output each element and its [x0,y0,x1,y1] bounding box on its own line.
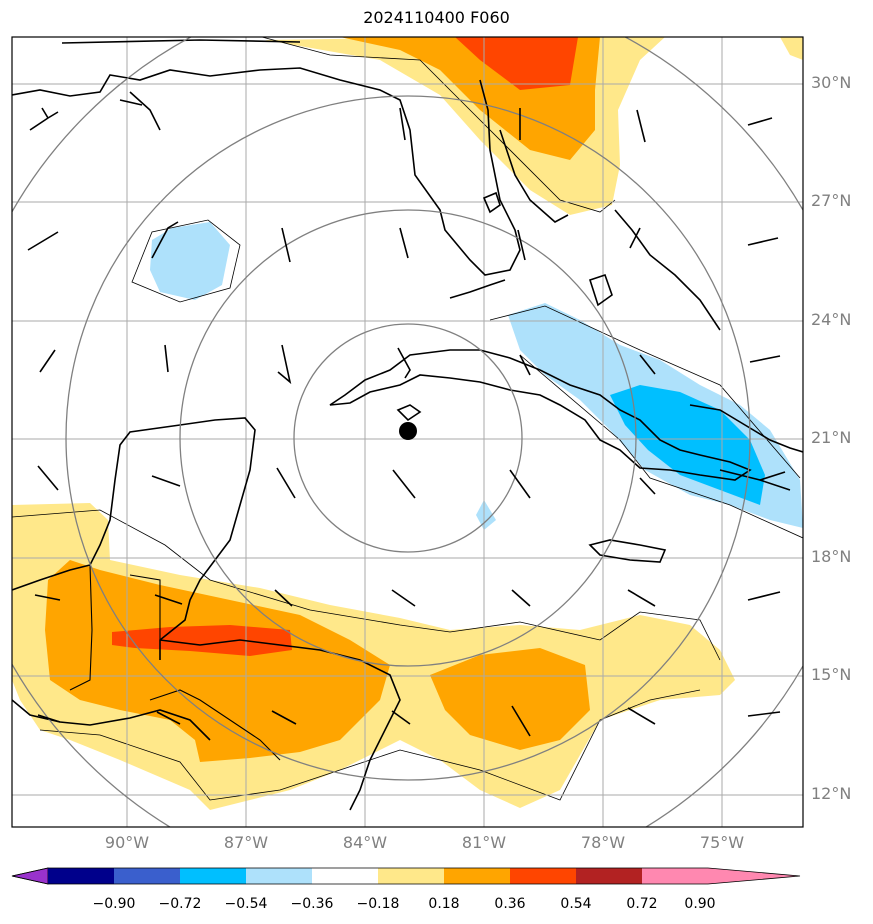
lat-label-18n: 18°N [811,547,852,566]
colorbar-tick-label: 0.18 [428,896,460,912]
colorbar-bin-9 [576,868,642,884]
colorbar-tick-label: 0.72 [626,896,658,912]
field-red-south [112,625,292,656]
lon-label-75w: 75°W [699,833,745,852]
coastlines [12,39,803,811]
colorbar-bin-5 [312,868,378,884]
colorbar-bin-7 [444,868,510,884]
colorbar-tick-label: −0.18 [356,896,400,912]
field-red-north [455,37,578,90]
colorbar-bin-1 [48,868,114,884]
colorbar-tick-label: 0.54 [560,896,592,912]
borders [69,564,281,761]
shaded-fields [12,37,803,810]
lon-label-87w: 87°W [223,833,269,852]
colorbar-extend-high [708,868,800,884]
colorbar-bin-3 [180,868,246,884]
field-orange-south-east [430,648,590,750]
colorbar-outline [11,867,801,885]
colorbar [11,867,801,885]
colorbar-bin-8 [510,868,576,884]
lon-label-90w: 90°W [104,833,150,852]
range-rings [12,37,803,827]
lon-label-84w: 84°W [342,833,388,852]
colorbar-bin-10 [642,868,708,884]
colorbar-tick-label: −0.36 [290,896,334,912]
map-frame [11,36,804,828]
storm-center-marker [399,422,417,440]
colorbar-tick-label: 0.90 [684,896,716,912]
wind-barbs [27,107,786,737]
field-orange-south-west [45,560,390,762]
colorbar-bin-6 [378,868,444,884]
colorbar-tick-label: −0.90 [92,896,136,912]
field-light-blue-small [476,500,496,530]
contour-lines [12,37,803,801]
colorbar-bin-2 [114,868,180,884]
map-title: 2024110400 F060 [363,8,510,27]
lat-label-24n: 24°N [811,310,852,329]
colorbar-tick-label: 0.36 [494,896,526,912]
lat-label-15n: 15°N [811,665,852,684]
field-blue-east [610,385,765,505]
field-light-blue-west [150,222,230,300]
lon-label-81w: 81°W [461,833,507,852]
lat-label-30n: 30°N [811,73,852,92]
colorbar-bin-4 [246,868,312,884]
lon-label-78w: 78°W [580,833,626,852]
lat-label-21n: 21°N [811,428,852,447]
field-light-yellow-ne [780,37,803,60]
colorbar-tick-label: −0.72 [158,896,202,912]
colorbar-extend-low [11,867,49,885]
colorbar-tick-label: −0.54 [224,896,268,912]
lat-label-12n: 12°N [811,784,852,803]
lat-label-27n: 27°N [811,191,852,210]
